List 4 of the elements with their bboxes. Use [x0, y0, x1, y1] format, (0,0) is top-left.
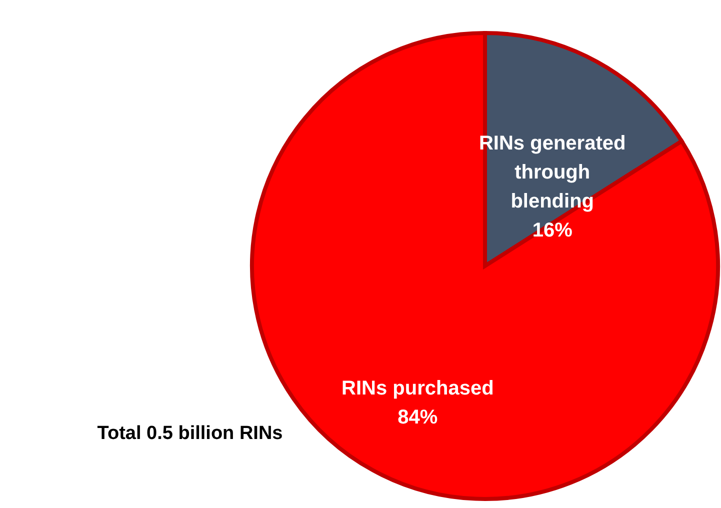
- slice-label: RINs purchased: [342, 378, 494, 400]
- text: Total 0.5 billion RINs: [97, 423, 283, 444]
- data-label: 16%: [532, 219, 573, 242]
- data-label: 84%: [398, 406, 438, 429]
